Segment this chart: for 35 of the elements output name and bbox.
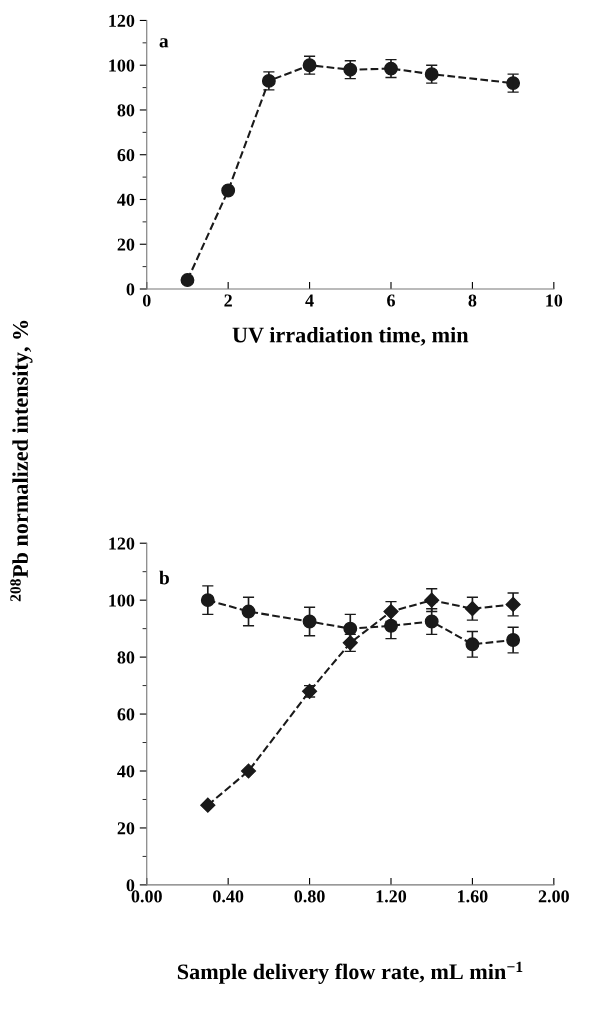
x-tick-label: 10 [546, 294, 563, 307]
point [240, 763, 257, 779]
x-tick-label: 1.20 [376, 890, 407, 903]
x-axis-title: UV irradiation time, min [232, 326, 469, 346]
y-tick-label: 0 [126, 283, 135, 296]
annotation: a [159, 38, 169, 48]
y-tick-label: 20 [117, 822, 135, 835]
point [221, 183, 236, 198]
y-tick-label: 80 [117, 104, 135, 117]
y-tick-label: 60 [117, 708, 135, 721]
annotation: b [159, 570, 169, 585]
x-tick-label: 8 [468, 294, 477, 307]
y-tick-label: 100 [109, 594, 135, 607]
y-tick-label: 60 [117, 148, 135, 162]
y-tick-label: 20 [117, 238, 135, 251]
x-tick-label: 1.60 [458, 890, 488, 903]
x-tick-label: 6 [387, 294, 395, 307]
x-tick-label: 0 [142, 294, 151, 307]
point [180, 273, 195, 287]
x-tick-label: 0.00 [131, 890, 162, 903]
x-tick-label: 4 [305, 294, 314, 307]
x-tick-label: 2 [224, 294, 232, 307]
y-tick-label: 40 [117, 193, 135, 206]
y-tick-label: 0 [126, 879, 135, 892]
x-tick-label: 2.00 [538, 890, 569, 903]
y-tick-label: 120 [109, 14, 135, 27]
x-tick-label: 0.80 [294, 890, 325, 903]
y-tick-label: 120 [109, 537, 135, 550]
y-tick-label: 40 [117, 765, 135, 778]
x-axis-title: Sample delivery flow rate, mL min$^{−1}$ [177, 961, 523, 984]
y-tick-label: 80 [117, 651, 135, 664]
y-tick-label: 100 [109, 59, 135, 72]
y-axis-title: $^{208}$Pb normalized intensity, % [10, 320, 33, 602]
x-tick-label: 0.40 [213, 890, 244, 903]
point [200, 797, 216, 813]
